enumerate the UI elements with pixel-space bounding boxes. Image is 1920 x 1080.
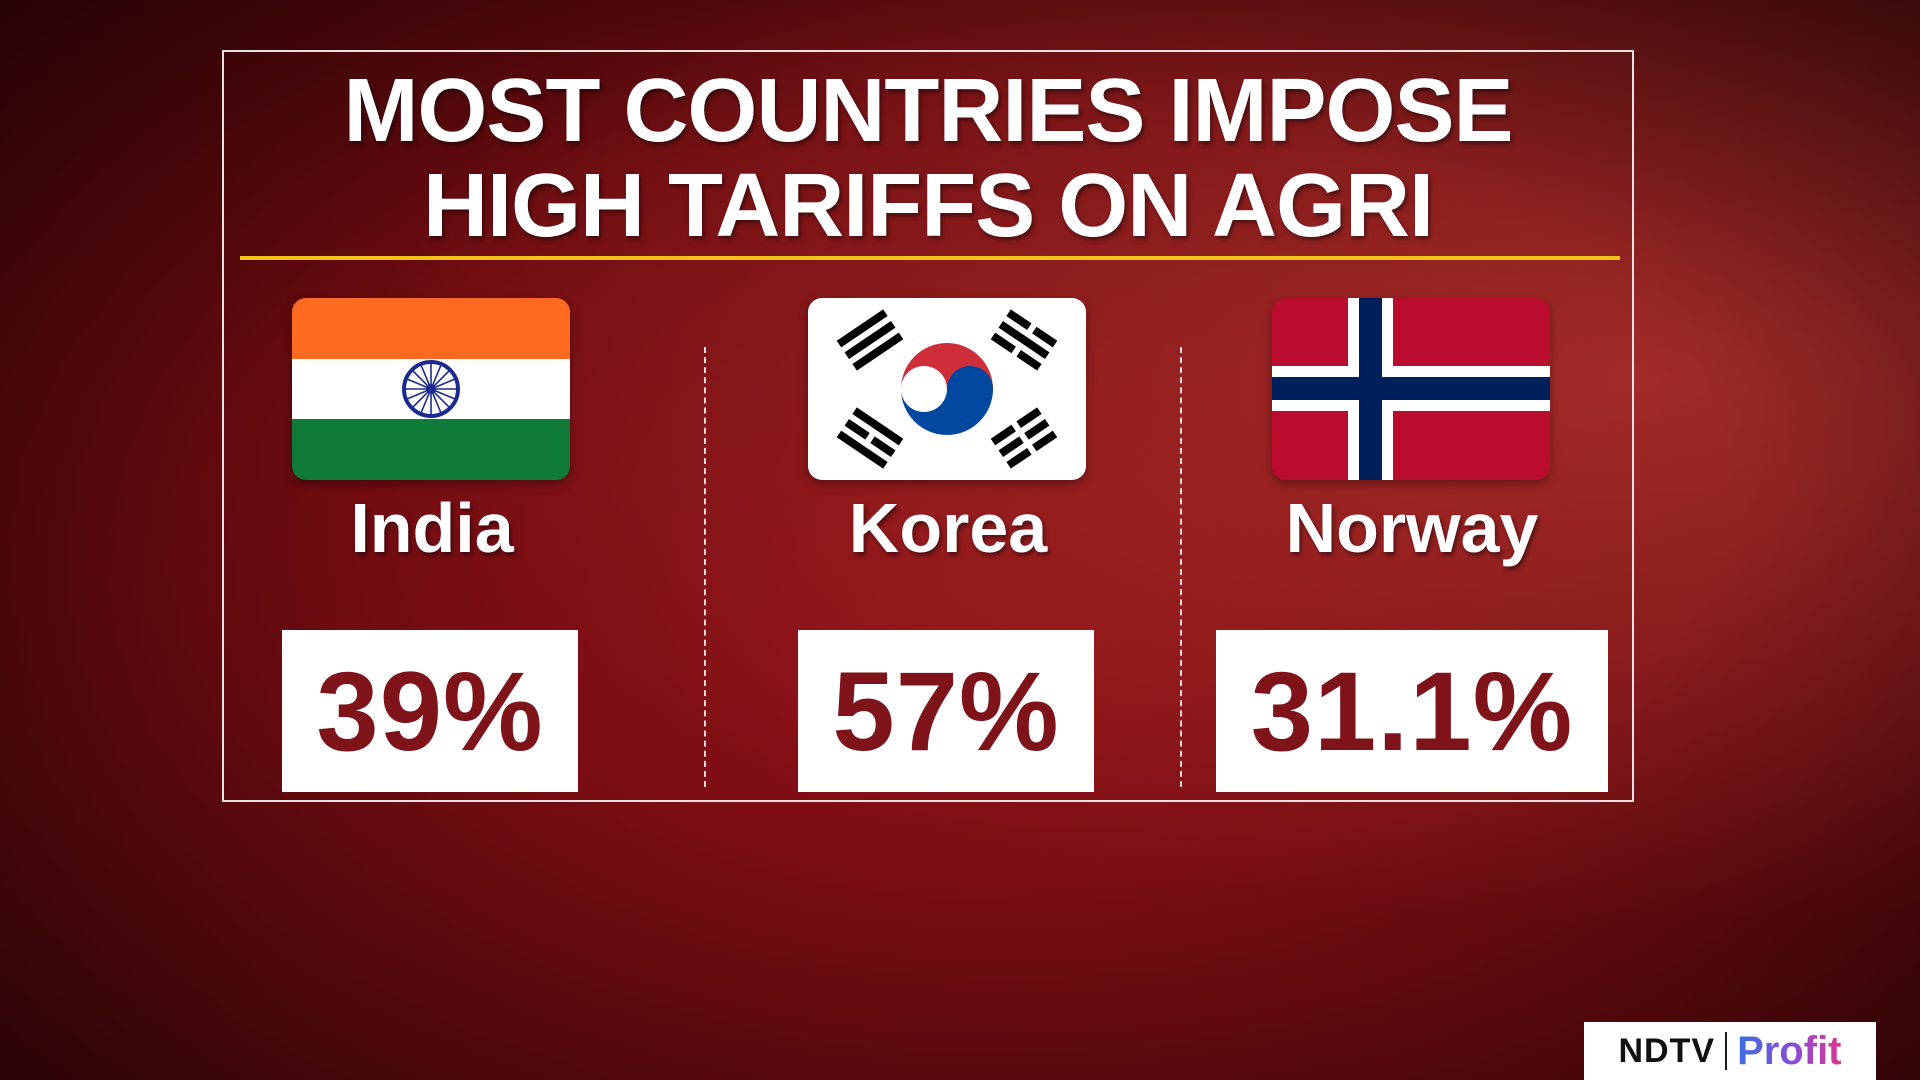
tariff-value-box: 31.1% (1216, 630, 1608, 792)
profit-wordmark: Profit (1737, 1028, 1842, 1073)
ndtv-wordmark: NDTV (1618, 1031, 1716, 1070)
logo-separator (1725, 1032, 1728, 1070)
tariff-value-box: 57% (798, 630, 1094, 792)
headline-line-1: MOST COUNTRIES IMPOSE (343, 61, 1513, 161)
country-card-norway: Norway 31.1% (1216, 298, 1608, 792)
infographic-panel: MOST COUNTRIES IMPOSE HIGH TARIFFS ON AG… (222, 50, 1634, 802)
ndtv-profit-logo: NDTV Profit (1584, 1022, 1876, 1080)
column-divider-2 (1180, 347, 1182, 787)
country-card-india: India 39% (282, 298, 582, 792)
column-divider-1 (704, 347, 706, 787)
norway-flag-icon (1272, 298, 1550, 480)
title-underline (240, 256, 1620, 260)
headline-line-2: HIGH TARIFFS ON AGRI (423, 156, 1434, 256)
headline: MOST COUNTRIES IMPOSE HIGH TARIFFS ON AG… (224, 64, 1632, 254)
country-name: Korea (848, 489, 1048, 567)
tariff-value: 31.1% (1250, 648, 1574, 774)
india-flag-icon (292, 298, 570, 480)
country-name: Norway (1285, 489, 1539, 567)
tariff-value: 57% (832, 648, 1060, 774)
country-name: India (350, 489, 514, 567)
tariff-value: 39% (316, 648, 544, 774)
country-card-korea: Korea 57% (798, 298, 1098, 792)
south-korea-flag-icon (808, 298, 1086, 480)
tariff-value-box: 39% (282, 630, 578, 792)
